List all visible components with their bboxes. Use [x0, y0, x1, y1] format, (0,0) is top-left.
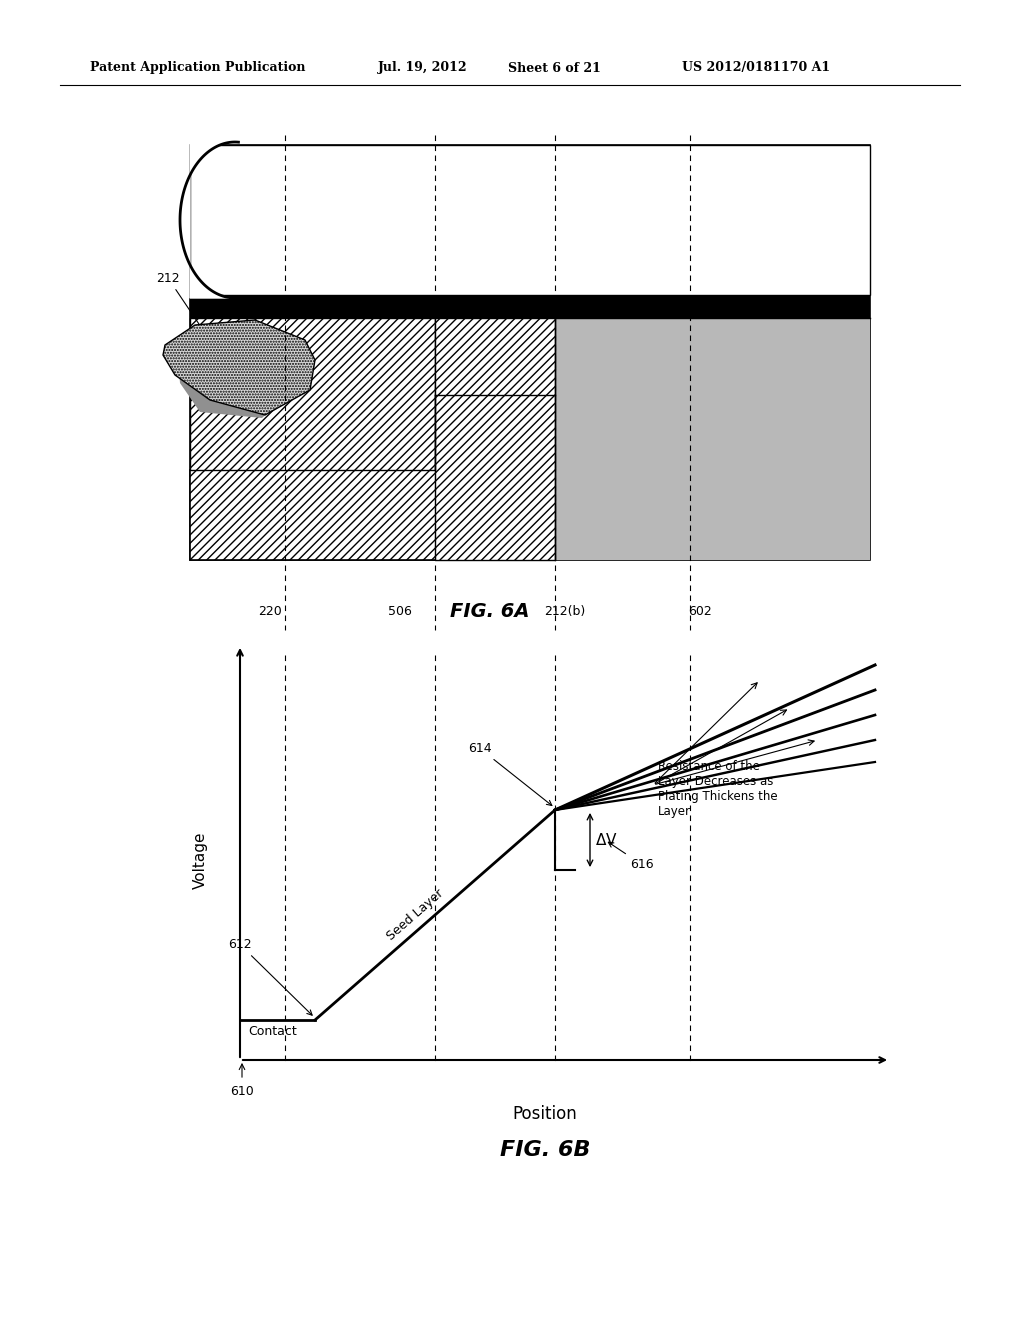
Bar: [435, 318, 555, 560]
Text: 610: 610: [230, 1085, 254, 1098]
Text: FIG. 6B: FIG. 6B: [500, 1140, 590, 1160]
Text: 612: 612: [228, 939, 312, 1015]
Text: Seed Layer: Seed Layer: [385, 887, 446, 944]
Text: Resistance of the
Layer Decreases as
Plating Thickens the
Layer: Resistance of the Layer Decreases as Pla…: [658, 760, 777, 818]
Text: $\Delta$V: $\Delta$V: [595, 832, 617, 847]
Bar: [190, 294, 870, 318]
Text: 620: 620: [198, 194, 222, 228]
Polygon shape: [178, 335, 298, 418]
Text: 602: 602: [688, 605, 712, 618]
Text: 306: 306: [441, 161, 553, 297]
Text: Position: Position: [513, 1105, 578, 1123]
Text: Jul. 19, 2012: Jul. 19, 2012: [378, 62, 468, 74]
Text: Patent Application Publication: Patent Application Publication: [90, 62, 305, 74]
Text: 616: 616: [608, 842, 653, 871]
Polygon shape: [163, 319, 315, 414]
Text: 506: 506: [388, 605, 412, 618]
Text: 220: 220: [258, 605, 282, 618]
Text: 212: 212: [157, 272, 203, 330]
Text: Contact: Contact: [248, 1026, 297, 1038]
Bar: [190, 470, 555, 560]
Text: US 2012/0181170 A1: US 2012/0181170 A1: [682, 62, 830, 74]
Text: Voltage: Voltage: [193, 832, 208, 888]
Bar: [190, 145, 870, 294]
Text: 614: 614: [468, 742, 552, 805]
Polygon shape: [180, 143, 239, 298]
Text: FIG. 6A: FIG. 6A: [451, 602, 529, 620]
Bar: [190, 145, 870, 560]
Bar: [190, 318, 435, 470]
Text: 304: 304: [373, 161, 429, 300]
Bar: [555, 318, 870, 560]
Text: 212(b): 212(b): [545, 605, 586, 618]
Text: Sheet 6 of 21: Sheet 6 of 21: [508, 62, 601, 74]
